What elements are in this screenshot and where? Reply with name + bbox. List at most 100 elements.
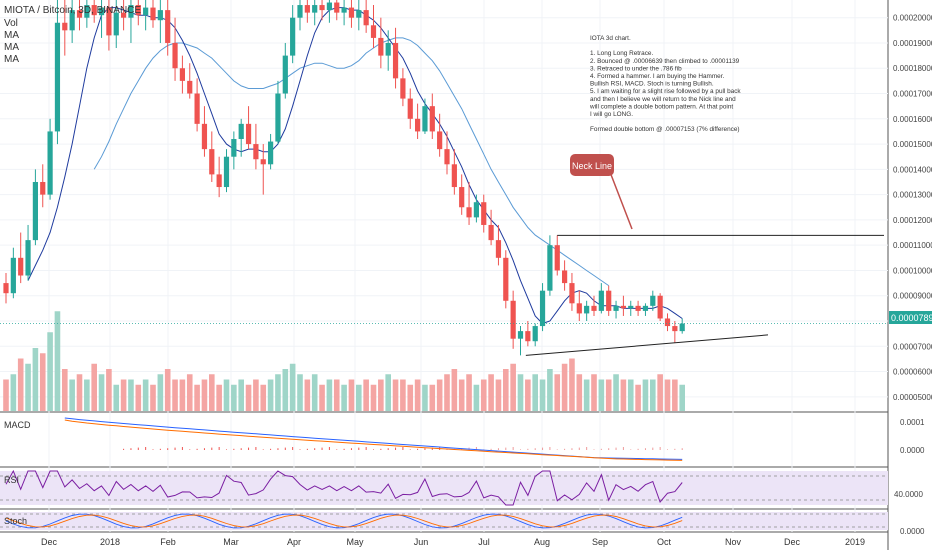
candle xyxy=(650,290,656,311)
candle xyxy=(253,123,259,170)
volume-bar xyxy=(216,384,222,411)
candle xyxy=(363,0,369,33)
candle xyxy=(385,30,391,71)
candle-body xyxy=(179,68,185,81)
time-tick-label: Feb xyxy=(160,537,176,547)
candle-body xyxy=(356,10,362,18)
volume-bar xyxy=(525,379,531,411)
candle xyxy=(356,0,362,31)
volume-bar xyxy=(620,379,627,411)
candle-body xyxy=(547,245,553,291)
volume-bar xyxy=(642,379,649,411)
volume-bar xyxy=(76,374,83,411)
volume-bar xyxy=(333,379,340,411)
candle-body xyxy=(290,17,296,56)
macd-tick-top: 0.0001 xyxy=(900,418,925,427)
volume-bar xyxy=(363,379,369,411)
candle-body xyxy=(466,207,472,218)
candle xyxy=(620,295,626,316)
volume-bar xyxy=(32,348,39,411)
volume-bar xyxy=(91,363,97,411)
candle-body xyxy=(3,283,9,294)
volume-bar xyxy=(591,374,597,411)
time-tick-label: Jul xyxy=(478,537,490,547)
candle-body xyxy=(664,318,671,327)
volume-bar xyxy=(113,384,120,411)
volume-bar xyxy=(120,379,127,411)
candle-body xyxy=(69,10,75,31)
price-tick-label: 0.00005000 xyxy=(893,393,932,402)
rsi-line xyxy=(5,469,683,506)
volume-bar xyxy=(142,379,149,411)
volume-bar xyxy=(539,379,546,411)
candle xyxy=(143,0,149,31)
candle xyxy=(32,169,38,246)
candle xyxy=(297,0,303,31)
candle xyxy=(562,260,568,291)
volume-bar xyxy=(186,374,193,411)
volume-bar xyxy=(238,379,244,411)
volume-bar xyxy=(62,369,68,411)
candle xyxy=(3,272,9,304)
volume-bar xyxy=(495,379,502,411)
price-tick-label: 0.00014000 xyxy=(893,165,932,174)
candle-body xyxy=(260,159,266,165)
candle xyxy=(69,0,75,43)
candle xyxy=(672,321,678,343)
candle-body xyxy=(10,257,16,294)
volume-bar xyxy=(84,379,90,411)
candle xyxy=(150,0,156,28)
candle xyxy=(216,156,222,198)
candle-body xyxy=(635,305,641,311)
candle-body xyxy=(194,93,200,124)
volume-bar xyxy=(392,379,399,411)
candle xyxy=(459,174,465,215)
candle xyxy=(495,224,502,266)
candle-body xyxy=(187,80,193,94)
candle-body xyxy=(268,141,274,165)
stoch-k-line xyxy=(5,513,683,529)
volume-bar xyxy=(510,363,516,411)
candle xyxy=(179,55,185,94)
price-tick-label: 0.00012000 xyxy=(893,216,932,225)
candle-body xyxy=(642,305,649,311)
volume-bar xyxy=(598,379,605,411)
candle xyxy=(422,98,428,134)
candle-body xyxy=(18,257,24,276)
candle xyxy=(657,293,663,322)
candle-body xyxy=(451,164,457,188)
stoch-d-line xyxy=(5,514,683,528)
candle xyxy=(98,0,105,38)
candle-body xyxy=(62,22,68,31)
macd-tick-zero: 0.0000 xyxy=(900,446,925,455)
volume-bar xyxy=(664,379,671,411)
candle-body xyxy=(429,106,435,132)
time-tick-label: 2018 xyxy=(100,537,120,547)
candle-body xyxy=(32,181,38,241)
candle xyxy=(554,235,560,276)
candle-body xyxy=(495,240,502,258)
candle-body xyxy=(201,123,208,150)
time-axis: Dec 2018 Feb Mar Apr May Jun Jul Aug Sep Oct Nov Dec… xyxy=(41,537,865,547)
volume-bar xyxy=(25,363,31,411)
price-tick-label: 0.00011000 xyxy=(893,241,932,250)
volume-bar xyxy=(679,384,685,411)
volume-bar xyxy=(422,384,428,411)
candle xyxy=(510,290,516,349)
candle xyxy=(282,42,288,99)
volume-bar xyxy=(128,379,134,411)
candle xyxy=(613,300,619,319)
candle-body xyxy=(510,300,516,339)
note-line: 2. Bounced @ .00006639 then climbed to .… xyxy=(590,58,740,65)
candle-body xyxy=(150,7,156,21)
volume-bar xyxy=(657,374,663,411)
volume-bar xyxy=(569,358,575,411)
candle-body xyxy=(517,331,524,339)
volume-bar xyxy=(517,374,524,411)
candle-body xyxy=(459,187,465,208)
candle xyxy=(664,313,671,332)
note-line: will complete a double bottom pattern. A… xyxy=(589,103,733,110)
price-tick-label: 0.00006000 xyxy=(893,368,932,377)
